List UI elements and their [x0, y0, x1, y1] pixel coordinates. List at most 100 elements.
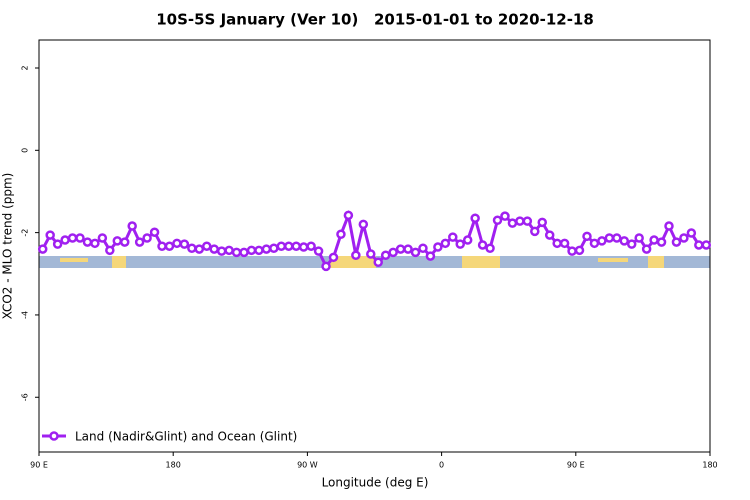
data-point: [619, 236, 630, 246]
data-point: [366, 249, 376, 259]
data-point: [686, 228, 697, 238]
data-point: [90, 238, 100, 249]
data-point: [246, 245, 257, 256]
data-point: [224, 245, 234, 256]
data-point: [97, 233, 108, 243]
y-tick-label: -4: [21, 311, 30, 319]
x-tick-label: 180: [702, 461, 717, 470]
data-point: [634, 233, 644, 243]
data-point: [306, 241, 316, 251]
data-point: [574, 245, 585, 256]
data-point: [164, 241, 175, 251]
data-point: [507, 218, 518, 228]
data-point: [597, 236, 607, 246]
data-point: [380, 250, 391, 261]
data-point: [552, 238, 562, 249]
chart-title: 10S-5S January (Ver 10) 2015-01-01 to 20…: [156, 11, 594, 29]
data-point: [179, 239, 190, 249]
data-point: [351, 250, 361, 261]
data-point: [679, 233, 689, 243]
data-point: [119, 237, 130, 247]
data-point: [515, 216, 525, 226]
data-point: [694, 240, 704, 250]
data-point: [343, 210, 354, 221]
data-point: [537, 217, 547, 228]
data-point: [358, 219, 369, 230]
x-tick-label: 90 E: [30, 461, 48, 470]
data-point: [194, 244, 205, 254]
data-point: [313, 246, 324, 256]
legend-marker: [49, 431, 59, 441]
data-point: [134, 237, 145, 247]
data-point: [373, 257, 383, 268]
data-point: [157, 241, 167, 251]
data-point: [142, 233, 152, 243]
data-point: [410, 247, 421, 258]
data-point: [231, 247, 242, 258]
data-point: [649, 235, 659, 245]
data-point: [75, 233, 85, 243]
data-point: [216, 246, 227, 256]
y-axis-label: XCO2 - MLO trend (ppm): [1, 173, 15, 320]
data-point: [440, 238, 451, 249]
data-point: [544, 230, 555, 240]
data-point: [321, 261, 331, 272]
data-point: [485, 243, 495, 254]
x-tick-label: 180: [166, 461, 181, 470]
data-point: [291, 241, 301, 251]
data-point: [187, 243, 197, 254]
data-point: [701, 240, 712, 250]
data-point: [261, 244, 272, 254]
y-tick-label: 0: [21, 148, 30, 153]
data-point: [448, 232, 458, 242]
data-point: [530, 226, 540, 237]
data-point: [641, 244, 652, 254]
data-point: [433, 242, 443, 252]
legend: Land (Nadir&Glint) and Ocean (Glint): [42, 430, 297, 444]
data-point: [418, 243, 428, 254]
data-point: [462, 235, 473, 245]
data-point: [589, 238, 600, 249]
data-point: [82, 237, 93, 247]
data-point: [209, 244, 219, 254]
data-point: [403, 244, 413, 254]
data-point: [284, 241, 294, 251]
data-point: [172, 238, 182, 249]
data-point: [477, 240, 488, 250]
x-axis-label: Longitude (deg E): [322, 476, 429, 490]
data-point: [567, 246, 577, 256]
data-point: [395, 244, 406, 254]
data-point: [559, 238, 570, 249]
data-point: [149, 227, 160, 237]
data-point: [254, 245, 264, 256]
data-point: [239, 247, 249, 258]
data-point: [626, 239, 637, 249]
data-point: [276, 241, 287, 251]
y-tick-label: 2: [21, 65, 30, 70]
data-point: [604, 233, 615, 243]
data-point: [656, 237, 667, 247]
data-point: [664, 221, 674, 231]
data-point: [269, 243, 279, 254]
data-point: [425, 251, 436, 261]
data-point: [455, 239, 465, 249]
data-point: [67, 233, 78, 243]
y-tick-label: -2: [21, 229, 30, 237]
y-tick-label: -6: [21, 393, 30, 401]
data-point: [582, 231, 592, 242]
legend-label: Land (Nadir&Glint) and Ocean (Glint): [75, 430, 297, 444]
data-point: [500, 211, 510, 221]
x-tick-label: 0: [439, 461, 444, 470]
data-point: [492, 215, 503, 226]
data-point: [127, 221, 137, 231]
data-point: [298, 242, 309, 252]
x-tick-label: 90 E: [567, 461, 585, 470]
data-point: [612, 233, 622, 243]
data-point: [336, 229, 346, 240]
data-point: [52, 239, 63, 249]
x-tick-label: 90 W: [297, 461, 318, 470]
data-point: [60, 235, 70, 245]
data-point: [328, 252, 339, 263]
data-point: [112, 236, 123, 246]
